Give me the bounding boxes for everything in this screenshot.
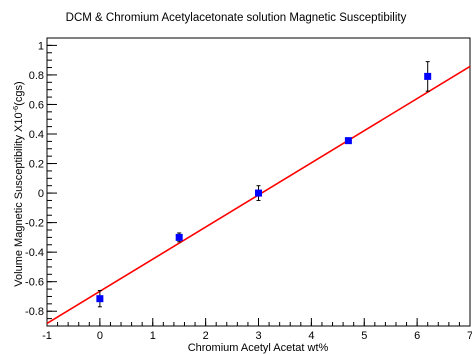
plot-frame	[46, 37, 471, 327]
x-tick-label: 4	[308, 330, 314, 342]
x-tick-label: 3	[255, 330, 261, 342]
data-point	[424, 72, 432, 80]
x-tick-label: 1	[150, 330, 156, 342]
y-tick-label: 0.4	[29, 129, 44, 141]
y-tick-label: -0.8	[25, 306, 44, 318]
y-tick-label: -0.4	[25, 247, 44, 259]
y-tick-label: 0.8	[29, 70, 44, 82]
y-tick-label: 0	[38, 188, 44, 200]
data-points	[96, 61, 432, 308]
y-tick-label: -0.6	[25, 277, 44, 289]
chart-title: DCM & Chromium Acetylacetonate solution …	[66, 12, 407, 24]
data-point	[96, 295, 104, 303]
x-tick-label: -1	[42, 330, 52, 342]
x-tick-label: 7	[467, 330, 472, 342]
y-axis-label-sup: -6	[11, 106, 20, 113]
y-tick-label: 1	[38, 40, 44, 52]
y-axis-label: Volume Magnetic Susceptibility X10-6(cgs…	[11, 81, 25, 286]
axis-ticks: -1 0 1 2 3 4 5 6 7 -0.8 -0.6 -0.4 -0.2 0 0.2 0.4 0.6 0.8 1	[25, 40, 472, 342]
x-tick-label: 6	[414, 330, 420, 342]
x-axis-label: Chromium Acetyl Acetat wt%	[188, 342, 329, 354]
y-tick-label: -0.2	[25, 218, 44, 230]
y-axis-label-main: Volume Magnetic Susceptibility X10	[13, 112, 25, 286]
data-point	[175, 233, 183, 241]
y-tick-label: 0.6	[29, 99, 44, 111]
data-point	[344, 137, 352, 145]
data-point	[255, 189, 262, 197]
x-tick-label: 5	[361, 330, 367, 342]
y-axis-label-unit: (cgs)	[13, 81, 25, 105]
y-tick-label: 0.2	[29, 159, 44, 171]
x-tick-label: 0	[97, 330, 103, 342]
x-tick-label: 2	[203, 330, 209, 342]
